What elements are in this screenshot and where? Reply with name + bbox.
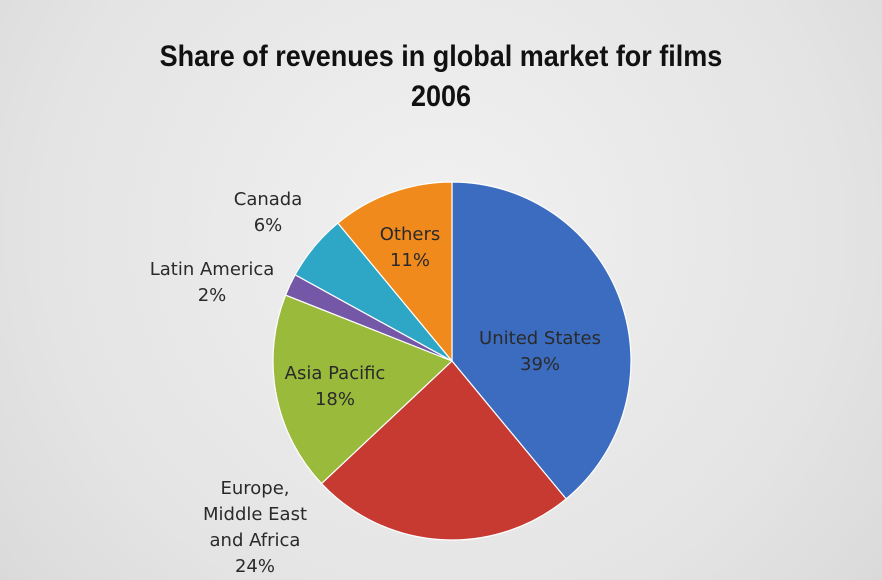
- category-label: Latin America: [149, 259, 275, 280]
- category-label: United States: [479, 328, 601, 349]
- slice-label: Others 11%: [380, 222, 441, 274]
- pie-slice: [451, 181, 632, 500]
- slice-label: Asia Pacific 18%: [285, 361, 386, 413]
- category-label: Asia Pacific: [284, 363, 386, 384]
- category-label: Europe, Middle East and Africa: [202, 478, 308, 551]
- value-label: 11%: [389, 250, 430, 271]
- pie-slice: [272, 294, 454, 485]
- slice-label: Europe, Middle East and Africa 24%: [190, 476, 320, 580]
- category-label: Others: [379, 224, 441, 245]
- value-label: 2%: [197, 285, 227, 306]
- chart-title: Share of revenues in global market for f…: [159, 40, 723, 73]
- slice-label: United States 39%: [479, 326, 601, 378]
- pie-slice: [320, 360, 567, 541]
- value-label: 39%: [519, 354, 561, 375]
- slice-label: Latin America 2%: [150, 257, 275, 309]
- category-label: Canada: [233, 189, 303, 210]
- value-label: 24%: [234, 556, 275, 577]
- value-label: 6%: [253, 215, 283, 236]
- pie-slice: [337, 181, 453, 363]
- slice-label: Canada 6%: [234, 187, 303, 239]
- chart-title: 2006: [410, 80, 472, 113]
- value-label: 18%: [314, 389, 355, 410]
